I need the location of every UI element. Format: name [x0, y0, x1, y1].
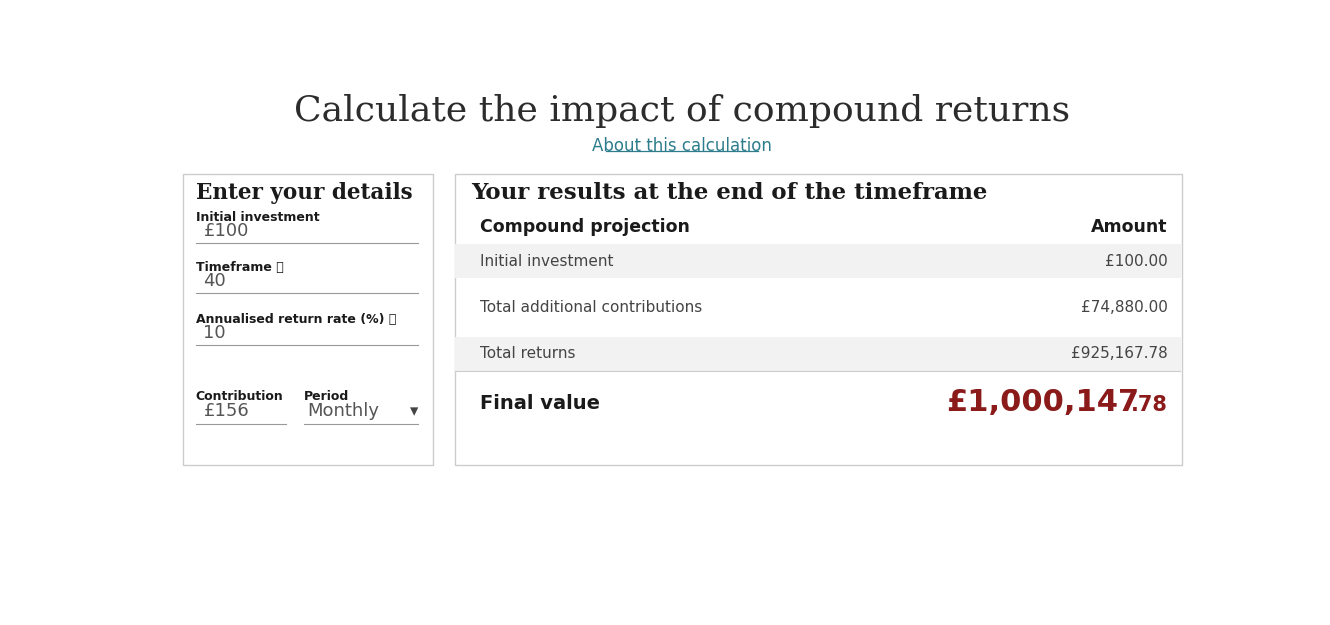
Text: Annualised return rate (%) ⓘ: Annualised return rate (%) ⓘ [196, 313, 396, 326]
Text: £100: £100 [203, 221, 249, 239]
Text: Your results at the end of the timeframe: Your results at the end of the timeframe [471, 182, 987, 204]
FancyBboxPatch shape [455, 244, 1181, 278]
Text: Compound projection: Compound projection [480, 217, 690, 236]
Text: Enter your details: Enter your details [196, 182, 412, 204]
FancyBboxPatch shape [455, 174, 1181, 466]
Text: .78: .78 [1130, 396, 1168, 416]
Text: Monthly: Monthly [307, 402, 379, 421]
FancyBboxPatch shape [455, 337, 1181, 371]
Text: Calculate the impact of compound returns: Calculate the impact of compound returns [294, 94, 1069, 128]
Text: Timeframe ⓘ: Timeframe ⓘ [196, 261, 283, 274]
Text: £156: £156 [203, 402, 249, 421]
Text: Period: Period [305, 391, 350, 403]
Text: About this calculation: About this calculation [592, 137, 771, 155]
Text: Final value: Final value [480, 394, 600, 413]
Text: 10: 10 [203, 324, 226, 342]
Text: Initial investment: Initial investment [196, 211, 319, 224]
Text: Initial investment: Initial investment [480, 254, 613, 269]
Text: Amount: Amount [1091, 217, 1168, 236]
Text: ▾: ▾ [411, 402, 419, 421]
Text: £1,000,147: £1,000,147 [946, 388, 1138, 417]
Text: £74,880.00: £74,880.00 [1081, 300, 1168, 315]
Text: Total additional contributions: Total additional contributions [480, 300, 702, 315]
FancyBboxPatch shape [184, 174, 432, 466]
Text: Total returns: Total returns [480, 346, 576, 361]
Text: £100.00: £100.00 [1105, 254, 1168, 269]
Text: 40: 40 [203, 272, 226, 289]
Text: Contribution: Contribution [196, 391, 283, 403]
Text: £925,167.78: £925,167.78 [1071, 346, 1168, 361]
